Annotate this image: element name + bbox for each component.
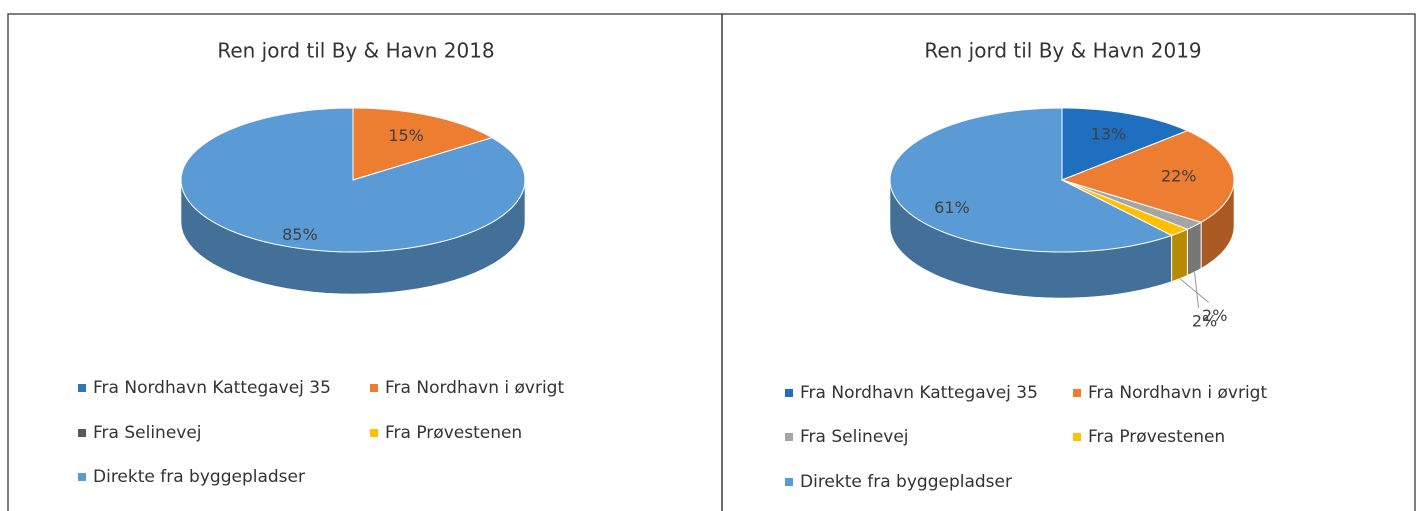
pie-slice [352, 107, 494, 181]
panel-border [721, 13, 1416, 511]
data-label: 2% [1192, 311, 1217, 330]
legend-label: Fra Nordhavn i øvrigt [1088, 383, 1267, 403]
leader-line [1179, 278, 1210, 303]
legend-swatch [1073, 433, 1081, 441]
legend-label: Fra Prøvestenen [385, 423, 522, 443]
legend-swatch [785, 478, 793, 486]
legend-swatch [785, 389, 793, 397]
pie-slice [1061, 179, 1203, 230]
legend-label: Direkte fra byggepladser [800, 472, 1012, 492]
legend-swatch [78, 429, 86, 437]
legend-label: Fra Nordhavn i øvrigt [385, 378, 564, 398]
legend-label: Fra Prøvestenen [1088, 427, 1225, 447]
legend-label: Fra Selinevej [800, 427, 909, 447]
pie-slice [1061, 179, 1189, 237]
data-label: 13% [1091, 125, 1127, 144]
legend-swatch [1073, 389, 1081, 397]
data-label: 15% [388, 126, 424, 145]
data-label: 2% [1202, 306, 1227, 325]
chart-title: Ren jord til By & Havn 2019 [924, 39, 1201, 63]
legend-swatch [370, 384, 378, 392]
legend-swatch [785, 433, 793, 441]
legend-swatch [78, 384, 86, 392]
data-label: 85% [282, 225, 318, 244]
pie-slice-side [1171, 228, 1188, 282]
legend-label: Direkte fra byggepladser [93, 467, 305, 487]
pie-slice [180, 107, 526, 253]
pie-slice [1061, 107, 1189, 181]
pie-slice-side [1187, 221, 1202, 276]
legend-label: Fra Nordhavn Kattegavej 35 [800, 383, 1038, 403]
legend-label: Fra Selinevej [93, 423, 202, 443]
pie-slice [1060, 130, 1235, 223]
chart-title: Ren jord til By & Havn 2018 [217, 39, 494, 63]
pie-slice [889, 107, 1173, 253]
legend-label: Fra Nordhavn Kattegavej 35 [93, 378, 331, 398]
leader-line [1194, 271, 1200, 308]
legend-swatch [370, 429, 378, 437]
legend-swatch [78, 473, 86, 481]
data-label: 61% [934, 198, 970, 217]
data-label: 22% [1161, 166, 1197, 185]
